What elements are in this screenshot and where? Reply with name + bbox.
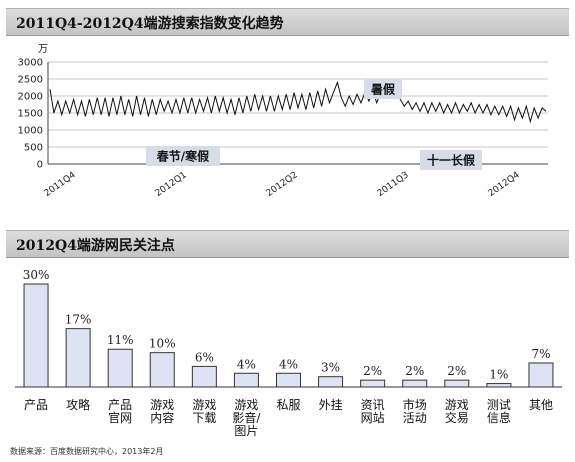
x-tick-label: 2012Q4 (487, 170, 522, 199)
y-tick-label: 3000 (18, 58, 43, 69)
y-tick-label: 2000 (18, 92, 43, 103)
bar-value-label: 10% (149, 337, 176, 351)
bar (107, 348, 133, 388)
annotation-box (420, 150, 482, 170)
bar-chart-header: 2012Q4端游网民关注点 (6, 230, 569, 258)
x-tick-label: 2012Q1 (154, 170, 189, 199)
annotation-label: 春节/寒假 (156, 149, 210, 164)
bar (276, 372, 301, 388)
category-label: 资讯网站 (361, 398, 385, 425)
bar-value-label: 2% (447, 364, 466, 378)
line-chart-title: 2011Q4-2012Q4端游搜索指数变化趋势 (16, 16, 284, 32)
bar (360, 379, 386, 388)
bar-value-label: 17% (65, 313, 92, 327)
bar (65, 328, 91, 388)
category-label: 市场活动 (403, 397, 427, 425)
search-index-series-line (49, 80, 547, 124)
bar-value-label: 30% (23, 268, 50, 282)
bar (444, 379, 470, 388)
x-tick-label: 2011Q3 (376, 170, 411, 199)
category-label: 其他 (529, 398, 553, 412)
bar (486, 383, 512, 388)
search-index-line-chart: 万 0 500 1000 1500 2000 2500 3000 2011Q4 2012Q1 201… (18, 44, 548, 199)
y-tick-label: 500 (24, 143, 43, 154)
bar-value-label: 1% (489, 368, 508, 382)
bar-value-label: 3% (321, 361, 340, 375)
line-chart-header: 2011Q4-2012Q4端游搜索指数变化趋势 (6, 8, 569, 36)
bar-value-label: 11% (107, 333, 134, 347)
category-label: 游戏影音/图片 (232, 398, 261, 438)
bar-value-label: 4% (279, 357, 298, 371)
y-tick-label: 1500 (18, 109, 43, 120)
x-tick-label: 2012Q2 (265, 170, 300, 199)
category-label: 产品官网 (108, 398, 132, 425)
bar (233, 372, 259, 388)
annotation-box (364, 79, 402, 99)
category-label: 游戏内容 (150, 398, 174, 425)
bar (149, 352, 175, 388)
bar (191, 365, 217, 388)
y-tick-label: 2500 (18, 75, 43, 86)
category-label: 私服 (276, 398, 300, 412)
bar (402, 379, 428, 388)
bar-value-label: 2% (405, 364, 424, 378)
bar-value-label: 4% (237, 357, 256, 371)
annotation-label: 十一长假 (427, 153, 476, 168)
y-tick-label: 0 (37, 160, 43, 171)
y-unit-label: 万 (38, 44, 48, 55)
annotation-label: 暑假 (371, 82, 396, 97)
x-tick-label: 2011Q4 (43, 170, 78, 199)
category-label: 攻略 (66, 397, 90, 412)
bar (23, 283, 49, 388)
bar-value-label: 6% (195, 350, 214, 364)
source-note: 数据来源：百度数据研究中心，2013年2月 (10, 447, 164, 456)
category-label: 测试信息 (487, 397, 511, 425)
category-label: 产品 (24, 398, 48, 412)
y-tick-label: 1000 (18, 126, 43, 137)
bar (318, 376, 344, 388)
bar-value-label: 2% (363, 364, 382, 378)
bar-chart-title: 2012Q4端游网民关注点 (16, 238, 175, 254)
category-label: 外挂 (319, 398, 343, 412)
annotation-box (146, 146, 220, 166)
category-label: 游戏下载 (192, 398, 216, 425)
bar (528, 362, 554, 388)
category-label: 游戏交易 (445, 398, 469, 425)
bar-value-label: 7% (531, 347, 550, 361)
